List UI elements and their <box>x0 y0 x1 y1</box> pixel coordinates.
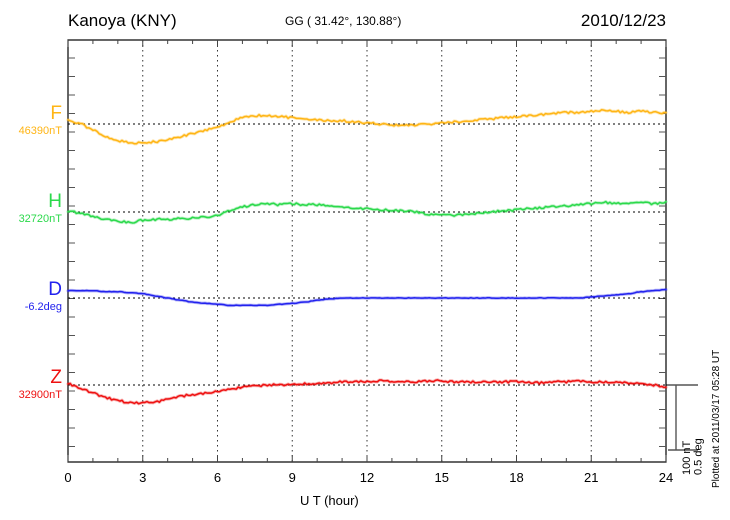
component-value-z: 32900nT <box>18 389 62 401</box>
x-tick-label: 3 <box>139 470 147 485</box>
x-tick-label: 15 <box>434 470 449 485</box>
component-label-d: D -6.2deg <box>0 280 62 313</box>
component-letter-z: Z <box>50 367 62 388</box>
component-label-z: Z 32900nT <box>0 368 62 401</box>
scale-bar-nt: 100 nT <box>681 440 693 475</box>
component-value-f: 46390nT <box>18 125 62 137</box>
axis-ticks <box>67 40 667 462</box>
component-value-d: -6.2deg <box>24 301 62 313</box>
x-tick-label: 12 <box>359 470 375 485</box>
page-title: Kanoya (KNY) <box>68 11 177 30</box>
x-axis-title: U T (hour) <box>300 493 359 508</box>
component-letter-f: F <box>50 103 62 124</box>
vertical-gridlines <box>142 40 592 462</box>
x-tick-label: 21 <box>584 470 599 485</box>
x-tick-label: 0 <box>64 470 72 485</box>
scale-bar-caption: 100 nT 0.5 deg <box>681 385 705 475</box>
scale-bar <box>666 384 698 451</box>
component-letter-h: H <box>48 191 62 212</box>
x-tick-label: 9 <box>288 470 296 485</box>
scale-bar-deg: 0.5 deg <box>692 438 705 475</box>
component-label-f: F 46390nT <box>0 104 62 137</box>
x-tick-label: 6 <box>213 470 222 485</box>
observation-date: 2010/12/23 <box>580 11 666 30</box>
component-value-h: 32720nT <box>18 213 62 225</box>
component-letter-d: D <box>48 279 62 300</box>
component-traces <box>66 108 668 406</box>
plotted-timestamp: Plotted at 2011/03/17 05:28 UT <box>711 349 722 488</box>
component-label-h: H 32720nT <box>0 192 62 225</box>
geographic-coordinates: GG ( 31.42°, 130.88°) <box>285 14 402 28</box>
x-tick-label: 24 <box>658 470 674 485</box>
x-tick-label: 18 <box>509 470 524 485</box>
